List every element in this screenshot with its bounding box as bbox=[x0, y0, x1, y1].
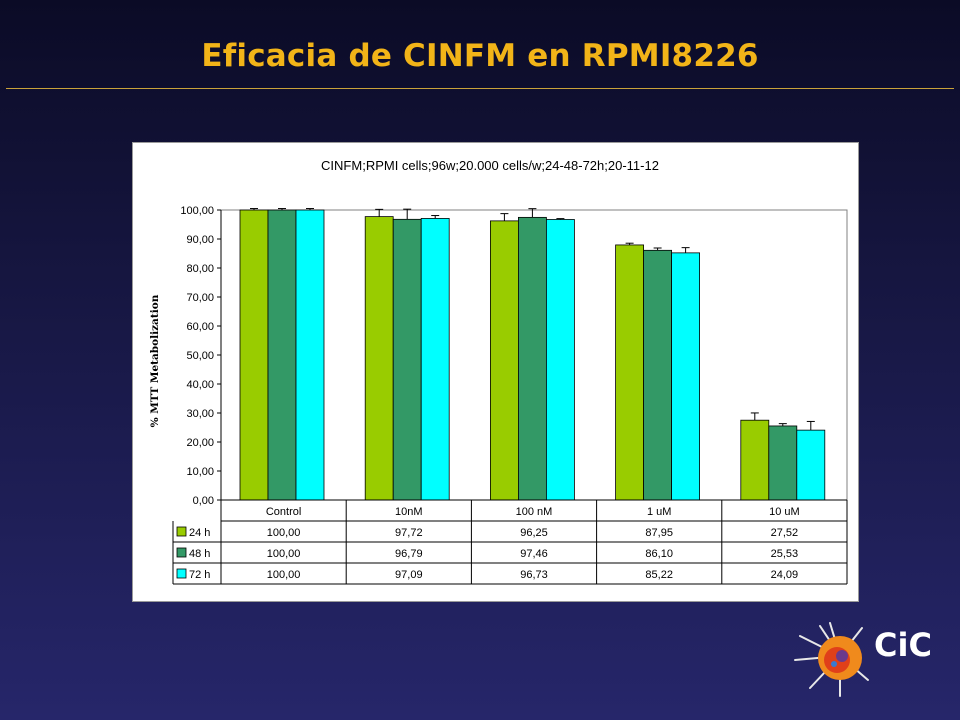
x-tick-label: 10nM bbox=[395, 506, 423, 518]
legend-swatch bbox=[176, 568, 187, 579]
data-label: 25,53 bbox=[771, 548, 799, 560]
title-divider bbox=[6, 88, 954, 89]
bar-24h-3 bbox=[615, 244, 645, 501]
bar-72h-0 bbox=[295, 209, 325, 501]
bar-48h-1 bbox=[392, 218, 422, 501]
bar-24h-2 bbox=[489, 220, 519, 501]
y-axis-label: % MTT Metabolization bbox=[149, 294, 161, 427]
y-tick-label: 10,00 bbox=[186, 466, 214, 478]
data-label: 100,00 bbox=[267, 527, 301, 539]
data-label: 87,95 bbox=[645, 527, 673, 539]
y-tick-label: 0,00 bbox=[193, 495, 214, 507]
y-tick-label: 70,00 bbox=[186, 292, 214, 304]
legend-label: 24 h bbox=[189, 527, 210, 539]
legend-label: 72 h bbox=[189, 569, 210, 581]
y-tick-label: 60,00 bbox=[186, 321, 214, 333]
chart-title: CINFM;RPMI cells;96w;20.000 cells/w;24-4… bbox=[321, 158, 659, 173]
logo-text: CiC bbox=[874, 626, 932, 664]
legend-swatch bbox=[176, 526, 187, 537]
data-label: 27,52 bbox=[771, 527, 799, 539]
data-label: 96,79 bbox=[395, 548, 423, 560]
cic-logo-icon: CiC bbox=[794, 622, 932, 697]
data-label: 97,72 bbox=[395, 527, 423, 539]
data-label: 96,25 bbox=[520, 527, 548, 539]
legend-label: 48 h bbox=[189, 548, 210, 560]
cic-logo: CiC bbox=[790, 618, 950, 700]
x-tick-label: Control bbox=[266, 506, 301, 518]
y-tick-label: 50,00 bbox=[186, 350, 214, 362]
legend-swatch bbox=[176, 547, 187, 558]
bar-72h-1 bbox=[420, 218, 450, 501]
data-label: 97,46 bbox=[520, 548, 548, 560]
bar-24h-0 bbox=[239, 209, 269, 501]
data-label: 85,22 bbox=[645, 569, 673, 581]
data-label: 100,00 bbox=[267, 569, 301, 581]
y-tick-label: 40,00 bbox=[186, 379, 214, 391]
y-tick-label: 100,00 bbox=[180, 205, 214, 217]
bar-48h-2 bbox=[517, 216, 547, 501]
slide-title: Eficacia de CINFM en RPMI8226 bbox=[201, 38, 759, 74]
y-tick-label: 20,00 bbox=[186, 437, 214, 449]
data-label: 96,73 bbox=[520, 569, 548, 581]
bar-24h-1 bbox=[364, 216, 394, 501]
bar-48h-3 bbox=[643, 249, 673, 501]
data-label: 86,10 bbox=[645, 548, 673, 560]
bar-72h-4 bbox=[796, 429, 826, 501]
data-label: 24,09 bbox=[771, 569, 799, 581]
bar-24h-4 bbox=[740, 419, 770, 501]
bar-48h-4 bbox=[768, 425, 798, 501]
chart: CINFM;RPMI cells;96w;20.000 cells/w;24-4… bbox=[149, 158, 848, 585]
bar-48h-0 bbox=[267, 209, 297, 501]
bar-72h-2 bbox=[545, 219, 575, 501]
data-label: 100,00 bbox=[267, 548, 301, 560]
bar-72h-3 bbox=[671, 252, 700, 501]
y-tick-label: 30,00 bbox=[186, 408, 214, 420]
y-tick-label: 80,00 bbox=[186, 263, 214, 275]
y-tick-label: 90,00 bbox=[186, 234, 214, 246]
data-label: 97,09 bbox=[395, 569, 423, 581]
x-tick-label: 1 uM bbox=[647, 506, 671, 518]
x-tick-label: 10 uM bbox=[769, 506, 800, 518]
chart-panel: CINFM;RPMI cells;96w;20.000 cells/w;24-4… bbox=[132, 142, 859, 602]
x-tick-label: 100 nM bbox=[516, 506, 553, 518]
